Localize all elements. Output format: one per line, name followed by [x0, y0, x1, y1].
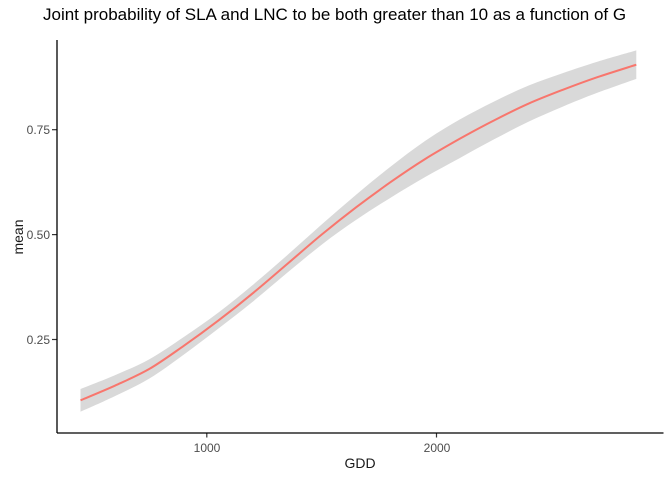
- mean-line: [80, 63, 637, 402]
- y-tick-label: 0.25: [26, 333, 50, 347]
- y-tick-label: 0.50: [26, 228, 50, 242]
- plot-title: Joint probability of SLA and LNC to be b…: [43, 5, 627, 24]
- x-tick-label: 1000: [193, 441, 221, 455]
- confidence-ribbon: [80, 50, 637, 412]
- tick-marks: [52, 129, 438, 438]
- x-axis-title: GDD: [344, 455, 376, 471]
- x-tick-label: 2000: [423, 441, 451, 455]
- y-tick-label: 0.75: [26, 123, 50, 137]
- y-axis-title: mean: [10, 219, 26, 255]
